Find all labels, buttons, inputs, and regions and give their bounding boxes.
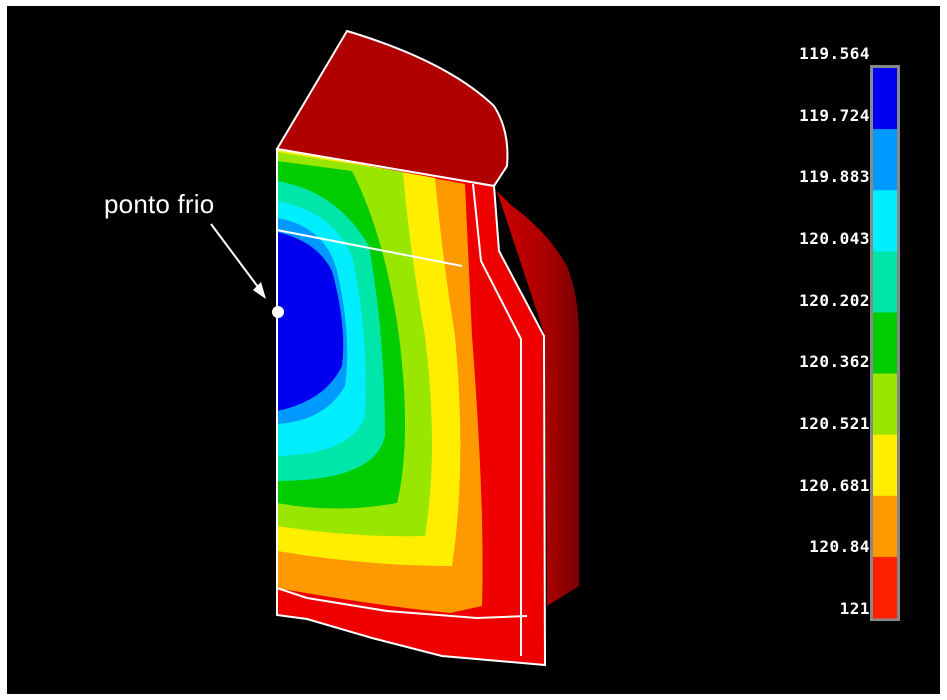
- legend-swatch: [873, 495, 897, 558]
- legend-tick-label: 120.84: [809, 537, 870, 557]
- legend-swatch: [873, 68, 897, 130]
- cold-point-marker: [272, 306, 284, 318]
- legend-swatch: [873, 129, 897, 191]
- legend-tick-label: 119.564: [799, 44, 870, 63]
- temperature-contour-plot: [210, 29, 900, 667]
- legend-tick-label: 120.362: [799, 352, 870, 372]
- arrow-head: [253, 282, 266, 299]
- legend-bar: [870, 65, 900, 621]
- render-viewport: ponto frio 119.564 119.724 119.883 120.043 1…: [7, 6, 940, 694]
- legend-swatch: [873, 251, 897, 313]
- legend-tick-label: 120.043: [799, 229, 870, 248]
- band-blue: [277, 232, 344, 411]
- legend-swatch: [873, 312, 897, 375]
- legend-swatch: [873, 556, 897, 619]
- cold-point-label: ponto frio: [104, 189, 215, 219]
- legend-tick-label: 120.681: [799, 475, 870, 495]
- legend-swatch: [873, 373, 897, 436]
- mesh-outlines: [276, 147, 547, 667]
- side-surface: [497, 191, 579, 606]
- arrow-shaft: [210, 223, 262, 292]
- legend-tick-label: 121: [839, 599, 870, 618]
- top-cap: [275, 29, 509, 188]
- legend-tick-label: 120.521: [799, 414, 870, 433]
- legend-tick-label: 120.202: [799, 290, 870, 310]
- legend-tick-label: 119.883: [799, 167, 870, 187]
- legend-swatch: [873, 434, 897, 497]
- legend-swatch: [873, 190, 897, 252]
- legend-tick-label: 119.724: [799, 105, 870, 125]
